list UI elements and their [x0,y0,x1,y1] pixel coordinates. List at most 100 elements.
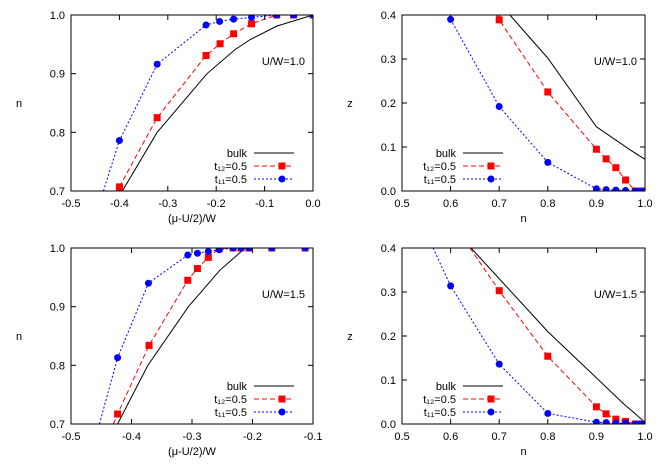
legend-label: t₁₁=0.5 [215,174,247,186]
legend-label: t₁₂=0.5 [423,394,456,406]
series-line [470,248,645,423]
data-point [216,17,224,25]
x-axis-label: (μ-U/2)/W [168,446,217,458]
data-point [215,248,223,254]
series-line [495,15,645,191]
data-point [612,164,620,172]
data-point [115,137,123,145]
x-tick-label: 0.7 [492,198,507,210]
data-point [447,15,455,23]
x-axis-label: n [520,213,526,225]
data-point [193,249,201,257]
legend-label: t₁₂=0.5 [214,394,247,406]
data-point [301,248,309,252]
data-point [544,409,552,417]
y-tick-label: 0.1 [381,375,396,387]
y-tick-label: 1.0 [50,10,65,22]
data-point [290,15,298,19]
data-point [114,354,122,362]
y-tick-label: 0.9 [50,302,65,314]
panel-annotation: U/W=1.0 [594,56,637,68]
data-point [495,360,503,368]
y-tick-label: 1.0 [50,243,65,255]
legend-label: t₁₁=0.5 [424,174,456,186]
x-axis-label: n [520,446,526,458]
x-tick-label: -0.2 [243,431,262,443]
x-tick-label: -0.2 [207,198,226,210]
data-point [641,420,645,424]
legend-label: bulk [436,381,457,393]
x-tick-label: 0.9 [589,431,604,443]
panel-annotation: U/W=1.0 [262,56,305,68]
data-point [145,341,153,349]
y-tick-label: 0.2 [381,331,396,343]
legend-marker [278,395,286,403]
plot-frame [70,14,314,192]
y-axis-label: n [16,98,22,110]
x-tick-label: 0.6 [443,198,458,210]
data-point [622,176,630,184]
data-point [268,248,276,252]
legend-marker [487,395,495,403]
data-point [495,287,503,295]
data-point [273,15,281,19]
x-tick-label: 0.0 [305,198,320,210]
data-point [237,248,245,252]
series-1 [121,15,313,191]
x-tick-label: -0.1 [304,431,323,443]
series-line [121,15,313,191]
data-point [114,410,122,418]
series-3 [102,15,313,191]
x-tick-label: 1.0 [637,198,652,210]
x-tick-label: -0.5 [62,431,81,443]
y-axis-label: z [347,331,353,343]
x-tick-label: -0.5 [62,198,81,210]
legend-label: bulk [227,148,248,160]
legend-label: t₁₁=0.5 [424,407,456,419]
y-tick-label: 0.8 [50,360,65,372]
legend-marker [487,175,495,183]
y-tick-label: 0.2 [381,98,396,110]
data-point [602,155,610,163]
y-tick-label: 0.0 [381,186,396,198]
data-point [230,15,238,23]
y-tick-label: 0.8 [50,127,65,139]
data-point [153,60,161,68]
data-point [495,16,503,24]
y-axis-label: z [347,98,353,110]
legend-marker [278,408,286,416]
y-tick-label: 0.7 [50,186,65,198]
x-tick-label: -0.3 [158,198,177,210]
data-point [245,248,253,252]
data-point [204,253,212,261]
legend-marker [278,162,286,170]
data-point [641,187,645,191]
data-point [153,114,161,122]
data-point [447,282,455,290]
x-tick-label: -0.4 [122,431,141,443]
data-point [115,183,123,191]
panel-3: -0.5 -0.4 -0.3 -0.2 -0.1 0.7 0.8 0.9 1.0 (μ-U/2)/… [16,243,323,458]
series-3 [447,15,645,191]
data-point [602,186,610,191]
data-point [248,20,256,28]
x-tick-label: -0.1 [255,198,274,210]
series-3 [98,248,309,424]
data-point [184,276,192,284]
data-point [248,15,256,21]
y-tick-label: 0.9 [50,69,65,81]
data-point [184,251,192,259]
x-tick-label: 0.5 [394,431,409,443]
data-point [602,419,610,424]
legend-label: bulk [227,381,248,393]
x-tick-label: 0.8 [540,431,555,443]
x-tick-label: -0.3 [183,431,202,443]
panel-1: -0.5 -0.4 -0.3 -0.2 -0.1 0.0 0.7 0.8 0.9 1.0 (μ-U/… [16,10,321,225]
y-axis-label: n [16,331,22,343]
data-point [622,187,630,191]
data-point [230,30,238,38]
x-tick-label: 0.7 [492,431,507,443]
series-3 [432,248,645,424]
series-line [432,248,645,424]
